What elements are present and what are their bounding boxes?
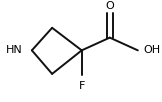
Text: F: F [79,81,85,91]
Text: HN: HN [6,45,23,55]
Text: O: O [105,1,114,11]
Text: OH: OH [143,45,160,55]
